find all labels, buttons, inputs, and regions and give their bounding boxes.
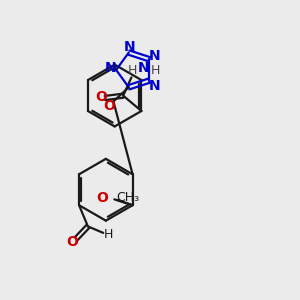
Text: O: O: [66, 235, 78, 249]
Text: N: N: [149, 79, 160, 93]
Text: N: N: [149, 49, 161, 63]
Text: N: N: [138, 61, 150, 75]
Text: O: O: [96, 191, 108, 205]
Text: O: O: [95, 90, 107, 104]
Text: H: H: [150, 64, 160, 77]
Text: O: O: [103, 98, 115, 112]
Text: N: N: [104, 61, 116, 75]
Text: H: H: [104, 228, 113, 241]
Text: N: N: [124, 40, 135, 54]
Text: CH₃: CH₃: [117, 191, 140, 204]
Text: H: H: [128, 64, 138, 77]
